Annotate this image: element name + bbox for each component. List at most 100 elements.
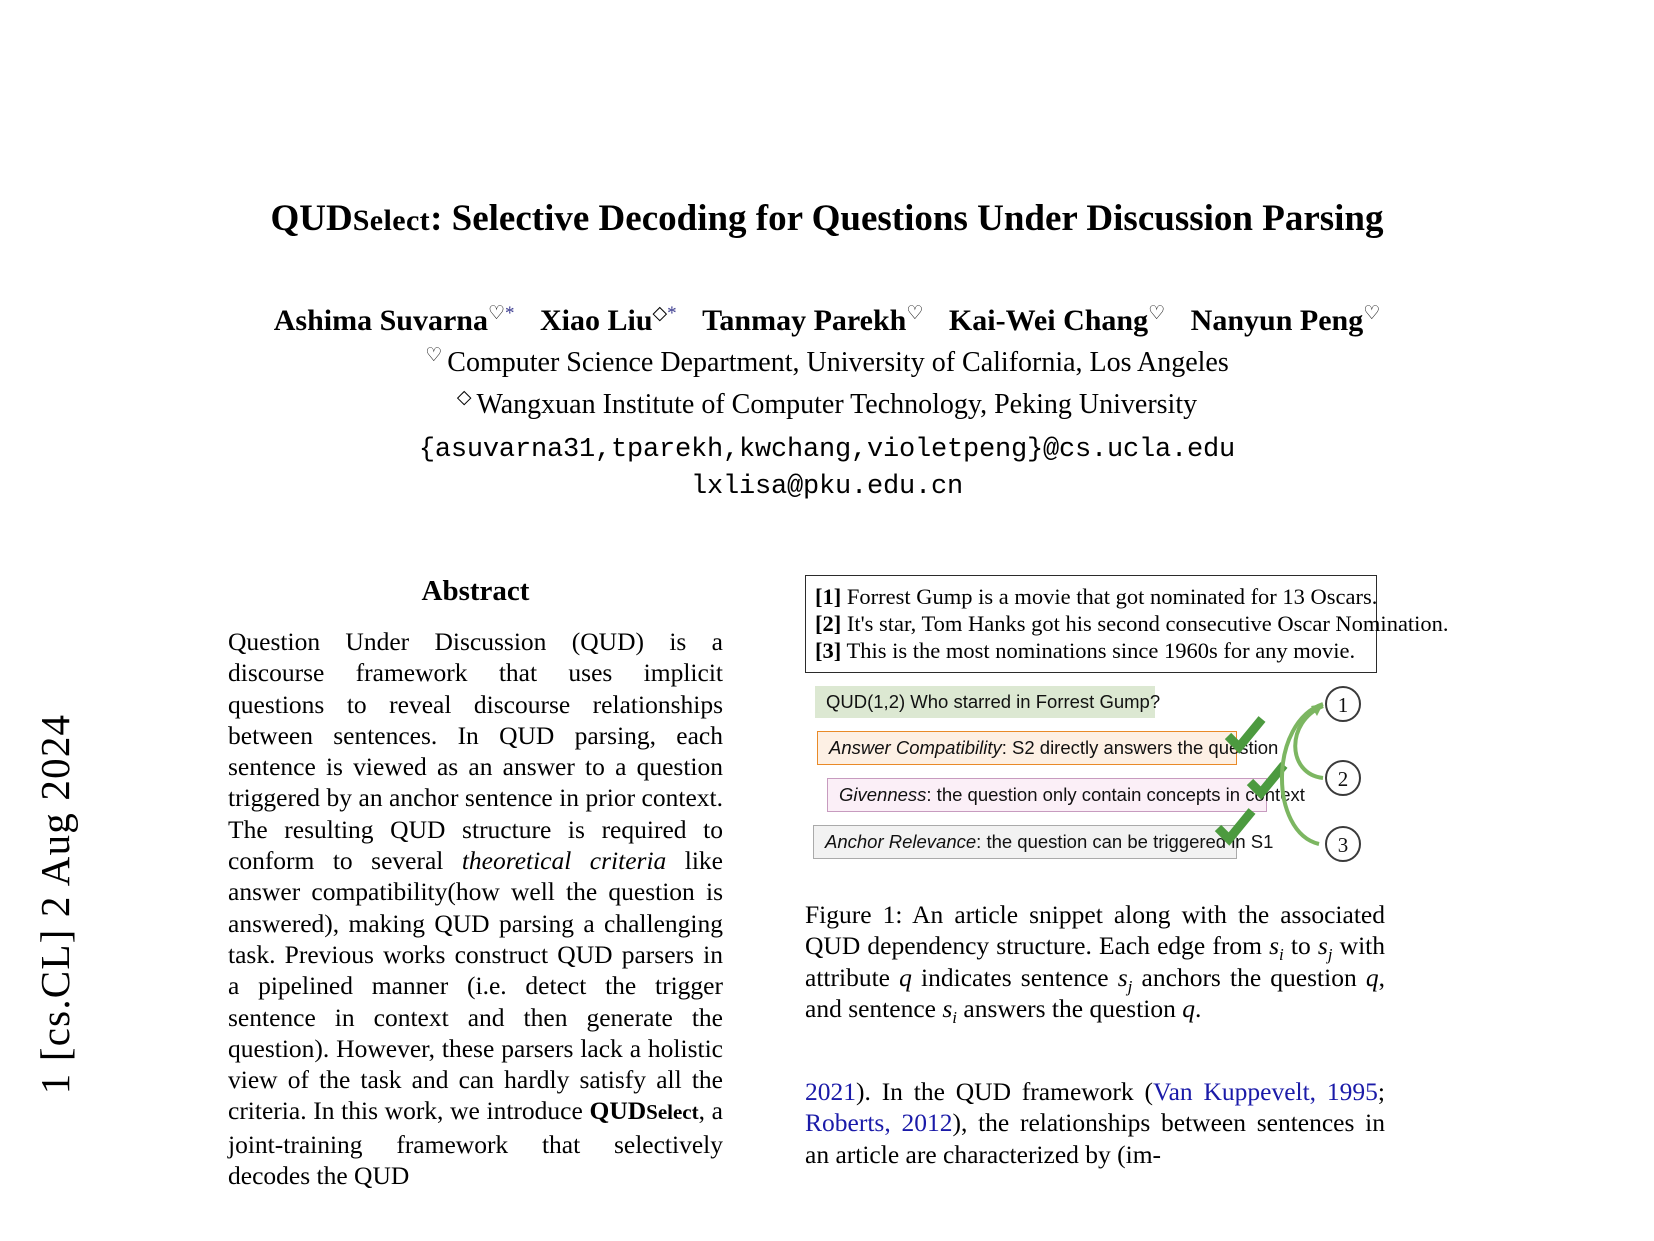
criterion-answer-compatibility-label: Answer Compatibility — [829, 737, 1002, 758]
figure-caption-part-8: . — [1195, 993, 1202, 1023]
affiliation-ucla-text: Computer Science Department, University … — [447, 347, 1229, 378]
page-title: QUDSelect: Selective Decoding for Questi… — [0, 196, 1654, 244]
body-text-part-1: ). In the QUD framework ( — [856, 1077, 1153, 1107]
citation-link-3[interactable]: Roberts, 2012 — [805, 1108, 953, 1138]
article-sentence-2-index: [2] — [815, 611, 842, 636]
qud-question-text: QUD(1,2) Who starred in Forrest Gump? — [826, 691, 1161, 712]
abstract-method-name: QUDSelect — [589, 1096, 698, 1125]
body-text-part-2: ; — [1377, 1077, 1385, 1107]
author-3: Kai-Wei Chang♡ — [949, 304, 1165, 337]
figure-caption-sj-2-sub: j — [1127, 976, 1133, 996]
criterion-anchor-relevance-label: Anchor Relevance — [825, 831, 977, 852]
figure-caption-sj-2: s — [1117, 962, 1128, 992]
affiliation-pku-marker: ◇ — [456, 386, 472, 408]
criterion-answer-compatibility-box: Answer Compatibility: S2 directly answer… — [817, 731, 1278, 765]
checkmark-icon — [1245, 758, 1289, 802]
figure-caption: Figure 1: An article snippet along with … — [805, 899, 1385, 1027]
figure-caption-part-6: , and sentence — [805, 962, 1385, 1023]
graph-node-3 — [1325, 826, 1361, 862]
figure-caption-q-3: q — [1182, 993, 1195, 1023]
figure-caption-sj-1: s — [1317, 931, 1328, 961]
author-0-star: * — [505, 303, 515, 324]
author-2: Tanmay Parekh♡ — [702, 304, 923, 337]
article-sentence-2: [2] It's star, Tom Hanks got his second … — [815, 610, 1449, 637]
author-1-star: * — [667, 303, 677, 324]
author-1: Xiao Liu◇* — [540, 304, 677, 337]
affiliation-pku: ◇ Wangxuan Institute of Computer Technolo… — [0, 386, 1654, 424]
article-sentence-2-text: It's star, Tom Hanks got his second cons… — [846, 611, 1449, 636]
checkmark-icon — [1213, 804, 1257, 848]
graph-node-2 — [1325, 760, 1361, 796]
author-4: Nanyun Peng♡ — [1191, 304, 1381, 337]
figure-caption-q-2: q — [1365, 962, 1379, 992]
article-sentence-1-text: Forrest Gump is a movie that got nominat… — [846, 584, 1378, 609]
abstract-part-1: Question Under Discussion (QUD) is a dis… — [228, 627, 723, 876]
abstract-column: Abstract Question Under Discussion (QUD)… — [228, 575, 723, 1191]
figure-caption-si-1: s — [1269, 931, 1280, 961]
graph-node-3-label: 3 — [1338, 833, 1349, 857]
author-2-name: Tanmay Parekh — [702, 304, 907, 337]
affiliation-pku-text: Wangxuan Institute of Computer Technolog… — [476, 389, 1198, 420]
graph-node-1 — [1325, 686, 1361, 722]
criterion-givenness-label: Givenness — [839, 784, 927, 805]
email-ucla: {asuvarna31,tparekh,kwchang,violetpeng}@… — [418, 435, 1236, 465]
qud-diagram: QUD(1,2) Who starred in Forrest Gump? An… — [805, 686, 1385, 881]
author-0-affil-mark: ♡ — [487, 303, 505, 324]
author-4-name: Nanyun Peng — [1190, 304, 1364, 337]
figure-caption-q-1: q — [899, 962, 912, 992]
author-3-name: Kai-Wei Chang — [948, 304, 1149, 337]
citation-link-1[interactable]: 2021 — [805, 1077, 856, 1107]
figure-caption-part-2: to — [1283, 931, 1318, 961]
author-4-affil-mark: ♡ — [1363, 303, 1381, 324]
figure-column: [1] Forrest Gump is a movie that got nom… — [805, 575, 1449, 1170]
abstract-body: Question Under Discussion (QUD) is a dis… — [228, 626, 723, 1191]
checkmark-icon — [1223, 712, 1267, 756]
email-pku: lxlisa@pku.edu.cn — [690, 472, 964, 502]
title-rest: : Selective Decoding for Questions Under… — [430, 198, 1384, 239]
article-snippet-box: [1] Forrest Gump is a movie that got nom… — [805, 575, 1449, 673]
title-main: QUD — [270, 198, 353, 239]
figure-caption-part-7: answers the question — [957, 993, 1183, 1023]
figure-caption-si-2: s — [942, 993, 953, 1023]
abstract-heading: Abstract — [421, 575, 530, 607]
arxiv-stamp: 1 [cs.CL] 2 Aug 2024 — [32, 713, 78, 1095]
author-3-affil-mark: ♡ — [1148, 303, 1166, 324]
graph-node-1-label: 1 — [1338, 693, 1349, 717]
paper-header: QUDSelect: Selective Decoding for Questi… — [0, 196, 1654, 506]
author-0-name: Ashima Suvarna — [273, 304, 488, 337]
criterion-anchor-relevance-text: : the question can be triggered in S1 — [976, 831, 1274, 852]
abstract-part-2: like answer compatibility(how well the q… — [228, 846, 723, 1126]
citation-link-2[interactable]: Van Kuppevelt, 1995 — [1152, 1077, 1378, 1107]
figure-caption-si-1-sub: i — [1279, 945, 1284, 965]
article-sentence-1: [1] Forrest Gump is a movie that got nom… — [815, 583, 1377, 610]
author-1-affil-mark: ◇ — [652, 303, 668, 324]
criterion-givenness-box: Givenness: the question only contain con… — [827, 778, 1305, 812]
author-0: Ashima Suvarna♡* — [274, 304, 515, 337]
abstract-method-name-main: QUD — [589, 1096, 647, 1126]
abstract-theoretical-criteria: theoretical criteria — [461, 846, 667, 876]
affiliation-ucla-marker: ♡ — [425, 344, 443, 366]
graph-node-2-label: 2 — [1338, 767, 1349, 791]
article-sentence-3-index: [3] — [815, 638, 842, 663]
article-sentence-1-index: [1] — [815, 584, 842, 609]
abstract-part-3: , a joint-training framework that select… — [228, 1096, 724, 1191]
figure-caption-part-5: anchors the question — [1132, 962, 1366, 992]
affiliation-ucla: ♡ Computer Science Department, University… — [0, 344, 1654, 382]
qud-question-box: QUD(1,2) Who starred in Forrest Gump? — [815, 686, 1160, 718]
body-text-column-2: 2021). In the QUD framework (Van Kuppeve… — [805, 1076, 1385, 1170]
author-1-name: Xiao Liu — [540, 304, 653, 337]
figure-caption-part-3: with attribute — [805, 931, 1385, 992]
article-sentence-3: [3] This is the most nominations since 1… — [815, 637, 1367, 664]
criterion-answer-compatibility-text: : S2 directly answers the question — [1001, 737, 1279, 758]
article-sentence-3-text: This is the most nominations since 1960s… — [846, 638, 1356, 663]
criterion-givenness-text: : the question only contain concepts in … — [926, 784, 1305, 805]
author-list: Ashima Suvarna♡* Xiao Liu◇* Tanmay Parek… — [0, 302, 1654, 340]
figure-caption-sj-1-sub: j — [1327, 945, 1333, 965]
figure-caption-part-1: Figure 1: An article snippet along with … — [805, 900, 1385, 961]
figure-caption-si-2-sub: i — [952, 1007, 958, 1027]
body-text-part-3: ), the relationships between sentences i… — [805, 1108, 1386, 1169]
qud-dependency-graph: 1 2 3 — [1280, 686, 1361, 862]
criterion-anchor-relevance-box: Anchor Relevance: the question can be tr… — [813, 825, 1273, 859]
abstract-method-name-small: Select — [646, 1100, 699, 1125]
title-smallcaps: Select — [352, 204, 431, 237]
